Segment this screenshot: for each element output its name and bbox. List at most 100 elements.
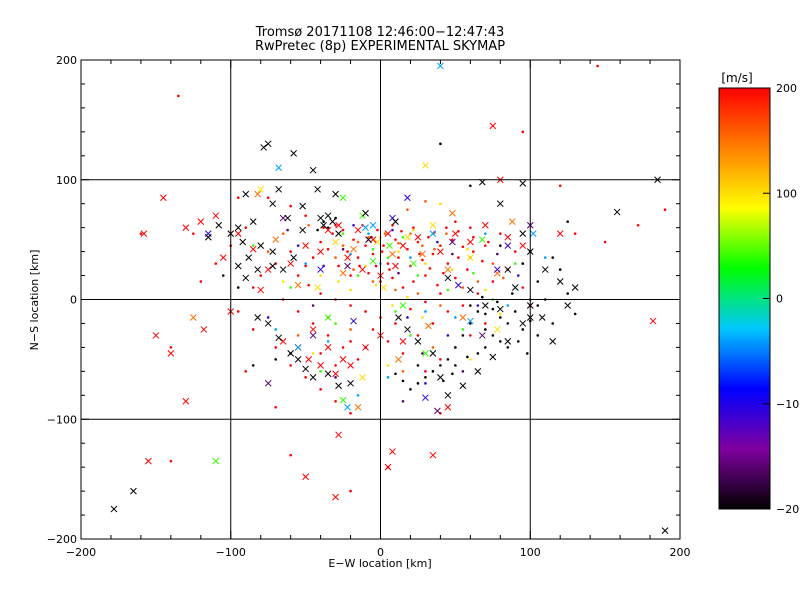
data-cross [452,230,459,237]
data-cross [389,448,396,455]
data-point [244,370,248,373]
data-point [525,352,529,355]
data-point [424,370,427,373]
data-point [401,399,405,403]
data-point [484,322,487,325]
data-point [506,322,510,325]
data-point [461,370,465,373]
data-point [603,240,607,244]
data-point [431,322,435,325]
data-point [558,184,562,188]
data-point [391,276,394,280]
data-cross [384,463,392,471]
data-cross [519,242,527,249]
data-point [169,346,173,349]
data-point [496,252,499,256]
data-cross [309,166,317,174]
data-point [374,264,378,268]
data-point [296,244,300,247]
data-point [386,256,390,259]
data-point [356,256,360,259]
data-point [439,244,442,247]
data-point [274,358,277,361]
data-point [481,259,484,263]
data-point [367,235,370,239]
data-cross [481,302,489,309]
data-point [476,304,480,307]
data-point [484,288,487,292]
data-cross [275,334,283,342]
data-point [386,340,390,343]
data-point [346,250,349,253]
data-cross [519,230,527,237]
data-cross [242,274,250,282]
data-cross [404,194,411,202]
data-cross [239,238,247,246]
data-point [439,142,442,146]
data-cross [275,164,283,172]
colorbar-tick-label: −200 [776,503,800,516]
data-cross [466,238,474,246]
data-point [289,453,292,457]
data-cross [478,332,486,339]
data-point [244,226,248,229]
data-point [386,262,390,265]
data-point [289,286,292,289]
data-point [341,244,345,247]
data-cross [299,226,306,234]
colorbar-tick-label: 200 [776,82,797,95]
data-point [397,256,400,259]
data-point [566,220,569,223]
data-cross [474,367,482,375]
data-point [521,286,525,289]
data-cross [395,314,402,321]
data-point [326,334,330,337]
data-cross [200,326,208,333]
data-cross [329,218,336,226]
data-point [334,399,337,403]
data-cross [110,505,118,513]
data-point [636,223,640,227]
data-cross [324,344,332,351]
data-cross [386,242,393,249]
data-cross [335,230,342,237]
data-cross [511,284,519,291]
data-point [499,232,502,235]
data-point [349,411,352,415]
data-point [259,274,263,277]
data-cross [414,338,422,345]
data-point [427,235,430,239]
data-point [319,388,322,391]
y-tick-label: 0 [70,294,77,307]
data-point [416,274,420,277]
data-cross [339,269,347,277]
data-point [352,223,355,227]
data-point [401,379,405,383]
data-point [439,292,442,295]
data-cross [215,221,223,229]
data-point [367,232,370,235]
data-cross [404,233,411,241]
data-cross [317,248,324,255]
data-cross [254,314,262,321]
data-cross [437,248,444,255]
data-point [451,372,454,376]
data-cross [613,208,621,216]
data-point [476,280,480,283]
data-points [110,62,669,534]
data-cross [354,403,362,411]
data-point [536,334,540,337]
data-cross [384,230,392,237]
data-cross [459,314,467,321]
data-point [418,252,421,256]
y-axis-label: N−S location [km] [28,250,41,351]
data-point [445,226,448,229]
data-point [469,226,472,229]
data-cross [455,281,462,289]
data-cross [294,344,302,351]
data-point [296,310,300,313]
data-cross [257,185,265,193]
data-cross [314,185,321,193]
data-point [274,405,277,409]
data-point [319,370,322,373]
